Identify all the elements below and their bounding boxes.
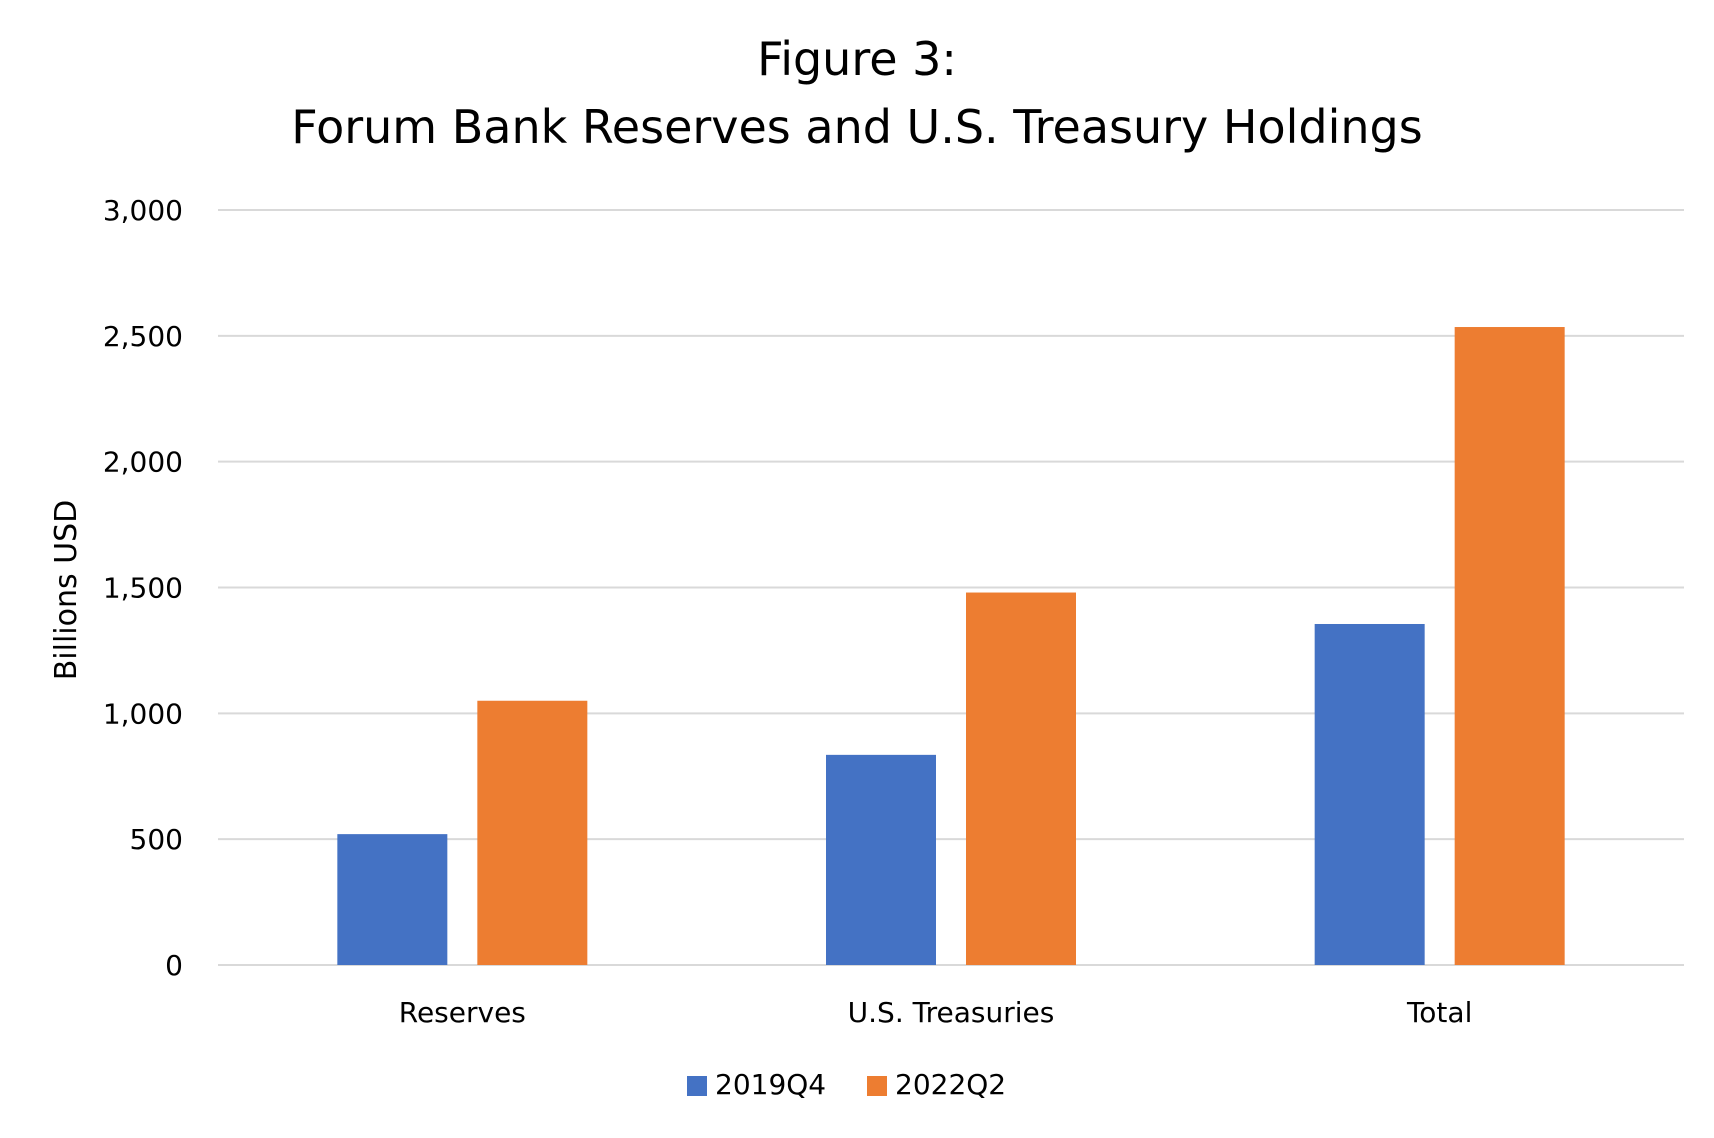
- y-tick-label: 2,500: [103, 320, 183, 353]
- legend: 2019Q4 2022Q2: [687, 1068, 1006, 1101]
- legend-swatch-2022q2: [867, 1076, 887, 1096]
- bar-2019q4-total: [1314, 623, 1425, 965]
- bar-2019q4-reserves: [337, 834, 448, 965]
- x-axis-categories: Reserves U.S. Treasuries Total: [399, 996, 1473, 1029]
- gridlines: [218, 209, 1684, 966]
- bar-2022q2-u-s-treasuries: [966, 592, 1076, 965]
- legend-label-2019q4: 2019Q4: [715, 1068, 826, 1101]
- y-axis-ticks: 0 500 1,000 1,500 2,000 2,500 3,000: [103, 194, 183, 982]
- bar-2022q2-reserves: [477, 700, 588, 965]
- legend-swatch-2019q4: [687, 1076, 707, 1096]
- x-category-label: Total: [1406, 996, 1472, 1029]
- y-tick-label: 2,000: [103, 446, 183, 479]
- bar-2019q4-u-s-treasuries: [826, 754, 936, 965]
- y-tick-label: 0: [165, 949, 183, 982]
- y-axis-title: Billions USD: [49, 500, 84, 681]
- y-tick-label: 1,500: [103, 572, 183, 605]
- y-tick-label: 3,000: [103, 194, 183, 227]
- y-tick-label: 500: [130, 823, 183, 856]
- y-tick-label: 1,000: [103, 697, 183, 730]
- chart-title: Figure 3:: [757, 32, 957, 86]
- bar-2022q2-total: [1454, 327, 1565, 965]
- chart-subtitle: Forum Bank Reserves and U.S. Treasury Ho…: [291, 100, 1422, 154]
- x-category-label: U.S. Treasuries: [848, 996, 1055, 1029]
- x-category-label: Reserves: [399, 996, 526, 1029]
- legend-label-2022q2: 2022Q2: [895, 1068, 1006, 1101]
- bars: [337, 327, 1565, 965]
